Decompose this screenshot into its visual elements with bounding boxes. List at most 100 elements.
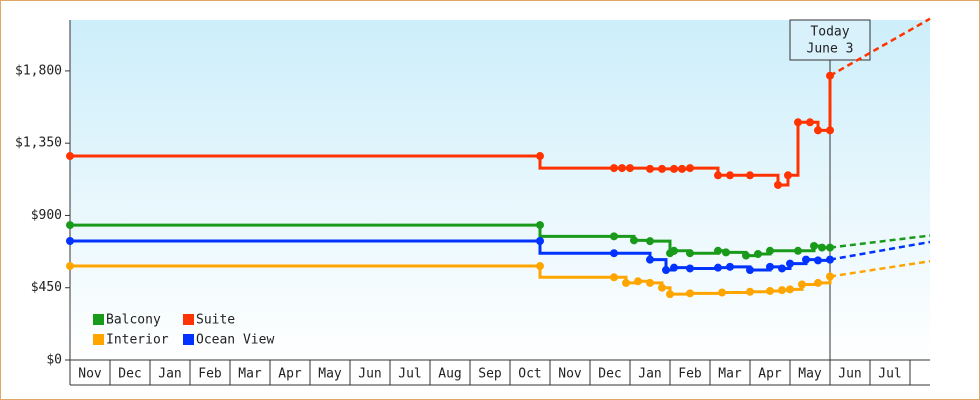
point: [670, 246, 678, 255]
point: [686, 289, 694, 298]
point: [798, 280, 806, 289]
plot-area: [70, 20, 930, 360]
today-label: Today: [810, 25, 849, 40]
point: [536, 236, 544, 245]
point: [714, 171, 722, 180]
y-tick-label: $0: [46, 353, 62, 368]
point: [786, 285, 794, 294]
point: [826, 126, 834, 135]
y-tick-label: $900: [31, 208, 62, 223]
point: [66, 152, 74, 161]
x-tick-label: Dec: [118, 367, 141, 382]
x-tick-label: Oct: [518, 367, 541, 382]
x-tick-label: Jul: [398, 367, 421, 382]
point: [726, 171, 734, 180]
today-box: [789, 19, 871, 61]
point: [66, 221, 74, 230]
point: [646, 255, 654, 264]
legend-label: Suite: [196, 313, 235, 328]
point: [746, 171, 754, 180]
legend-label: Interior: [106, 333, 169, 348]
point: [536, 262, 544, 271]
y-tick-label: $1,350: [15, 136, 62, 151]
point: [754, 250, 762, 259]
x-tick-label: Nov: [78, 367, 102, 382]
point: [610, 273, 618, 282]
point: [610, 232, 618, 241]
point: [722, 248, 730, 257]
point: [746, 266, 754, 275]
point: [814, 278, 822, 287]
point: [658, 283, 666, 292]
point: [714, 263, 722, 272]
point: [774, 180, 782, 189]
point: [794, 246, 802, 255]
x-tick-label: Sep: [478, 367, 502, 382]
point: [66, 236, 74, 245]
point: [658, 164, 666, 173]
point: [634, 277, 642, 286]
point: [746, 287, 754, 296]
point: [626, 164, 634, 173]
x-tick-label: Jun: [838, 367, 861, 382]
legend-label: Balcony: [106, 313, 161, 328]
x-tick-label: Apr: [758, 367, 782, 382]
point: [678, 164, 686, 173]
point: [826, 255, 834, 264]
point: [766, 246, 774, 255]
point: [786, 259, 794, 268]
y-tick-label: $1,800: [15, 63, 62, 78]
x-tick-label: Jan: [638, 367, 661, 382]
point: [670, 263, 678, 272]
point: [714, 246, 722, 255]
today-label: June 3: [807, 42, 854, 57]
forecast-line: [829, 234, 931, 249]
point: [718, 288, 726, 297]
forecast-line: [829, 259, 931, 278]
x-tick-label: Dec: [598, 367, 621, 382]
point: [686, 249, 694, 258]
x-tick-label: Apr: [278, 367, 302, 382]
x-tick-label: Jan: [158, 367, 181, 382]
point: [778, 264, 786, 273]
legend-label: Ocean View: [196, 333, 274, 348]
point: [646, 278, 654, 287]
x-tick-label: Feb: [198, 367, 222, 382]
legend-swatch: [183, 314, 194, 325]
point: [686, 264, 694, 273]
point: [766, 286, 774, 295]
x-tick-label: Aug: [438, 367, 461, 382]
forecast-line: [829, 17, 931, 77]
point: [784, 171, 792, 180]
x-tick-label: Mar: [238, 367, 262, 382]
point: [646, 237, 654, 246]
point: [818, 243, 826, 252]
y-tick-label: $450: [31, 280, 62, 295]
x-tick-label: May: [798, 367, 822, 382]
point: [826, 71, 834, 80]
point: [826, 272, 834, 281]
point: [66, 262, 74, 271]
legend-swatch: [183, 334, 194, 345]
point: [814, 126, 822, 135]
point: [766, 262, 774, 271]
point: [618, 164, 626, 173]
point: [610, 164, 618, 173]
point: [686, 164, 694, 173]
point: [622, 278, 630, 287]
point: [810, 241, 818, 250]
point: [794, 118, 802, 127]
point: [726, 262, 734, 271]
point: [662, 266, 670, 275]
point: [806, 118, 814, 127]
point: [666, 290, 674, 299]
x-tick-label: Mar: [718, 367, 742, 382]
legend-swatch: [93, 334, 104, 345]
x-tick-label: Nov: [558, 367, 582, 382]
x-tick-label: May: [318, 367, 342, 382]
x-tick-label: Feb: [678, 367, 702, 382]
x-tick-label: Jun: [358, 367, 381, 382]
point: [814, 256, 822, 265]
point: [536, 152, 544, 161]
